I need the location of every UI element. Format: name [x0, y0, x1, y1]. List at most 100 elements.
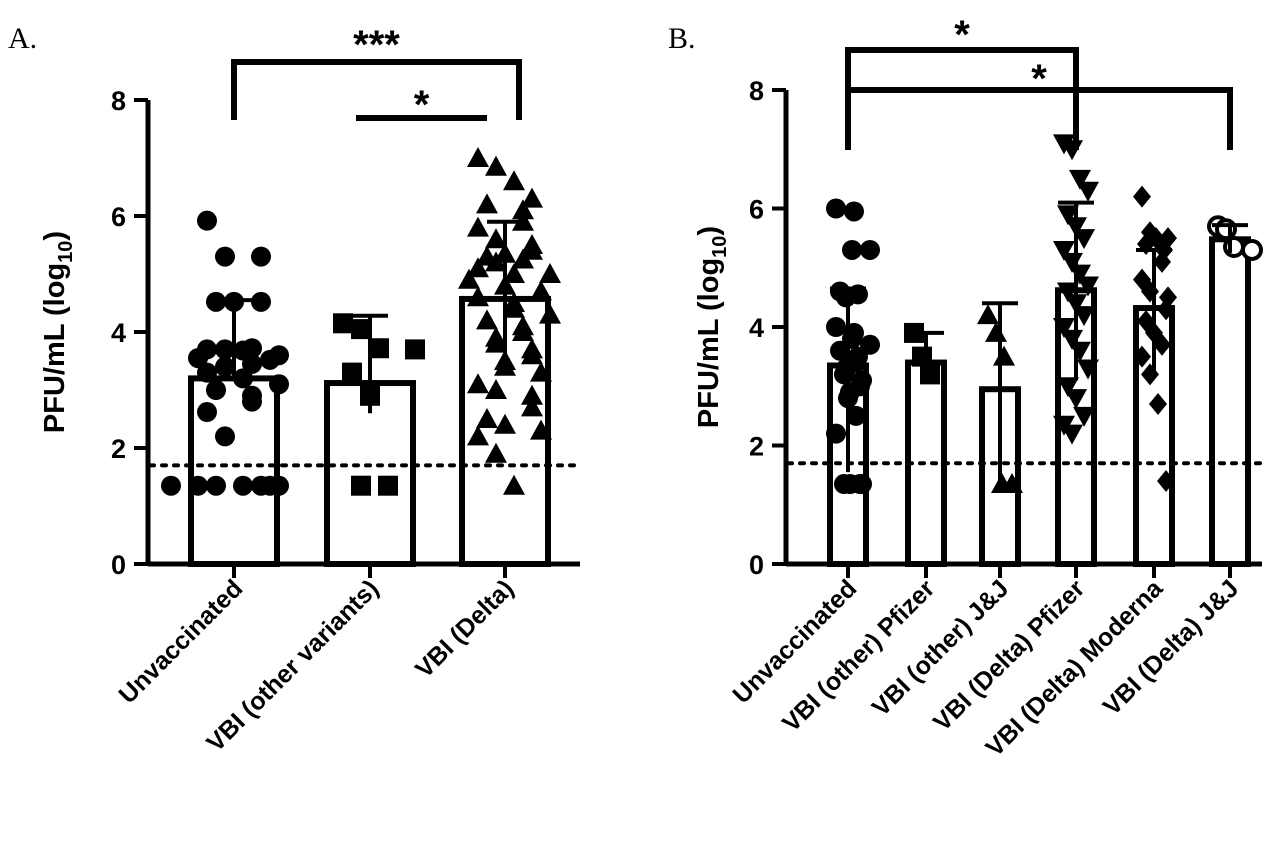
- point-b-0-25: [850, 474, 870, 495]
- bar-b-5: [1209, 236, 1251, 567]
- point-b-0-3: [860, 239, 880, 260]
- category-label-b-5: VBI (Delta) J&J: [1098, 574, 1245, 721]
- point-a-2-23: [503, 297, 525, 318]
- point-b-0-21: [826, 423, 846, 444]
- point-b-3-20: [1073, 406, 1095, 427]
- significance-bracket-b-1: [845, 87, 1233, 150]
- point-a-0-13: [242, 353, 262, 374]
- panel-label: A.: [8, 22, 37, 55]
- point-a-2-44: [503, 474, 525, 495]
- point-a-2-4: [476, 193, 498, 214]
- point-b-3-2: [1069, 169, 1091, 190]
- point-a-2-0: [467, 147, 489, 167]
- category-label-a-2: VBI (Delta): [410, 574, 519, 683]
- point-a-0-21: [197, 402, 217, 423]
- y-tick-label-a-4: 8: [111, 86, 126, 116]
- point-a-1-3: [405, 339, 425, 360]
- point-b-0-7: [826, 317, 846, 337]
- point-b-3-17: [1077, 359, 1099, 380]
- point-a-0-23: [233, 475, 253, 496]
- point-b-3-10: [1077, 276, 1099, 297]
- point-b-3-11: [1057, 282, 1079, 303]
- point-a-2-2: [503, 170, 525, 191]
- point-b-3-6: [1073, 229, 1095, 250]
- point-a-2-42: [467, 425, 489, 446]
- point-a-2-25: [476, 309, 498, 330]
- significance-label-b-0: *: [954, 13, 970, 57]
- significance-label-a-1: *: [414, 83, 430, 127]
- point-b-2-2: [993, 345, 1015, 366]
- y-tick-label-b-1: 2: [749, 432, 764, 462]
- point-a-0-20: [242, 391, 262, 412]
- point-a-0-16: [233, 368, 253, 389]
- point-a-2-21: [467, 286, 489, 307]
- point-a-0-27: [206, 475, 226, 496]
- point-b-2-1: [985, 321, 1007, 342]
- point-a-2-34: [530, 361, 552, 382]
- point-a-2-10: [521, 239, 543, 260]
- point-b-3-7: [1053, 240, 1075, 261]
- point-b-4-0: [1133, 185, 1151, 208]
- point-a-2-38: [521, 396, 543, 417]
- point-a-2-43: [485, 442, 507, 463]
- panel-label: B.: [668, 22, 696, 55]
- point-a-2-5: [512, 199, 534, 220]
- significance-label-b-1: *: [1031, 57, 1047, 101]
- point-a-0-0: [197, 210, 217, 231]
- point-a-2-29: [485, 332, 507, 353]
- point-a-2-39: [476, 408, 498, 428]
- point-a-2-8: [485, 228, 507, 249]
- y-tick-label-a-0: 0: [111, 550, 126, 580]
- point-a-2-41: [530, 419, 552, 440]
- y-axis-label: PFU/mL (log10): [693, 226, 731, 428]
- y-tick-label-b-0: 0: [749, 550, 764, 580]
- y-tick-label-b-3: 6: [749, 195, 764, 225]
- point-a-0-17: [269, 374, 289, 395]
- point-a-1-4: [342, 362, 362, 383]
- point-b-3-3: [1077, 181, 1099, 202]
- significance-bracket-a-0: [231, 59, 522, 120]
- point-a-2-31: [521, 344, 543, 365]
- y-tick-label-a-2: 4: [111, 318, 126, 348]
- point-b-4-6: [1153, 250, 1171, 273]
- point-b-0-11: [830, 340, 850, 361]
- y-axis-label: PFU/mL (log10): [39, 231, 77, 433]
- point-a-0-18: [206, 380, 226, 400]
- point-b-5-1: [1215, 218, 1237, 241]
- point-b-0-1: [844, 201, 864, 222]
- point-a-1-2: [369, 338, 389, 359]
- point-a-2-15: [467, 257, 489, 278]
- category-label-a-0: Unvaccinated: [113, 574, 248, 709]
- point-a-1-7: [351, 475, 371, 496]
- point-b-5-3: [1241, 238, 1263, 261]
- y-tick-label-b-2: 4: [749, 313, 764, 343]
- point-b-1-2: [920, 364, 940, 385]
- point-a-2-13: [512, 248, 534, 269]
- point-b-3-18: [1057, 377, 1079, 398]
- point-a-0-2: [251, 246, 271, 267]
- point-a-0-11: [188, 348, 208, 369]
- y-tick-label-b-4: 8: [749, 76, 764, 106]
- point-a-2-20: [530, 280, 552, 301]
- significance-label-a-0: ***: [353, 23, 400, 67]
- category-label-b-2: VBI (other) J&J: [867, 574, 1014, 721]
- point-a-0-28: [251, 475, 271, 496]
- point-b-3-13: [1073, 306, 1095, 327]
- point-a-0-29: [161, 475, 181, 496]
- point-b-0-15: [834, 364, 854, 385]
- point-b-3-19: [1065, 389, 1087, 410]
- point-a-0-15: [197, 362, 217, 383]
- point-a-2-37: [521, 384, 543, 405]
- point-a-0-14: [215, 356, 235, 377]
- point-a-2-18: [458, 268, 480, 289]
- point-a-2-40: [494, 413, 516, 434]
- point-a-2-27: [512, 321, 534, 341]
- point-b-4-16: [1149, 393, 1167, 416]
- point-a-2-1: [485, 155, 507, 176]
- point-a-2-35: [467, 373, 489, 394]
- point-a-2-14: [485, 251, 507, 272]
- point-a-0-12: [260, 349, 280, 370]
- point-b-4-13: [1153, 333, 1171, 356]
